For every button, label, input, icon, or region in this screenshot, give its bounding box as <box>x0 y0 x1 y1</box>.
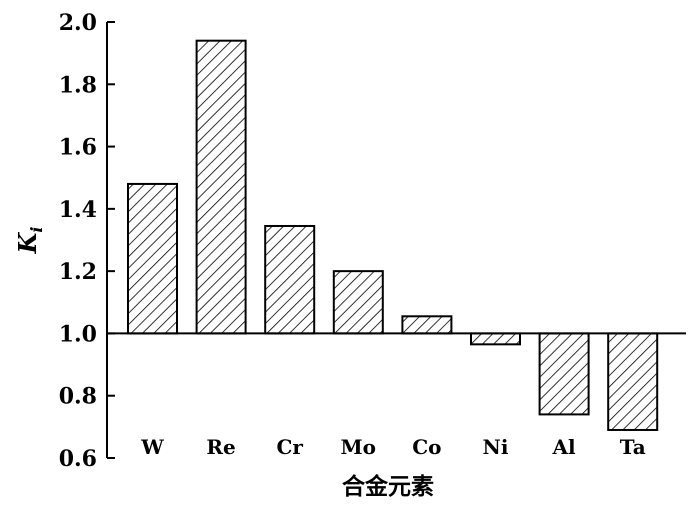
y-tick-label: 1.6 <box>59 135 97 161</box>
bar-mo <box>332 270 384 335</box>
y-tick-label: 1.0 <box>59 321 97 347</box>
y-axis-label-main: K <box>13 231 42 254</box>
y-tick-label: 1.2 <box>59 259 97 285</box>
x-tick-label: Cr <box>276 435 303 459</box>
y-tick-label: 2.0 <box>59 10 97 36</box>
x-tick-label: Re <box>206 435 235 459</box>
x-tick-label: Co <box>412 435 441 459</box>
y-tick-label: 0.6 <box>59 446 97 472</box>
y-tick-label: 1.8 <box>59 72 97 98</box>
x-tick-label: Al <box>552 435 577 459</box>
y-axis-label: Ki <box>13 227 46 255</box>
bars-group <box>127 39 659 431</box>
x-tick-label: W <box>140 435 164 459</box>
bar-w <box>127 182 178 335</box>
x-tick-label: Mo <box>341 435 376 459</box>
bar-co <box>401 315 453 335</box>
bar-cr <box>264 224 316 335</box>
bar-ta <box>607 332 659 431</box>
bar-re <box>195 39 247 335</box>
y-axis-label-sub: i <box>27 227 46 233</box>
x-tick-label: Ta <box>620 435 646 459</box>
bar-al <box>538 332 590 416</box>
x-axis-label: 合金元素 <box>342 473 434 500</box>
y-tick-label: 1.4 <box>59 197 97 223</box>
axes-group: W Re Cr Mo Co Ni Al Ta 0.6 0.8 1.0 1.2 1.4 1.6 1.8 2.0 <box>59 10 686 472</box>
bar-ni <box>470 332 521 346</box>
x-tick-label: Ni <box>483 435 509 459</box>
y-tick-label: 0.8 <box>59 384 97 410</box>
